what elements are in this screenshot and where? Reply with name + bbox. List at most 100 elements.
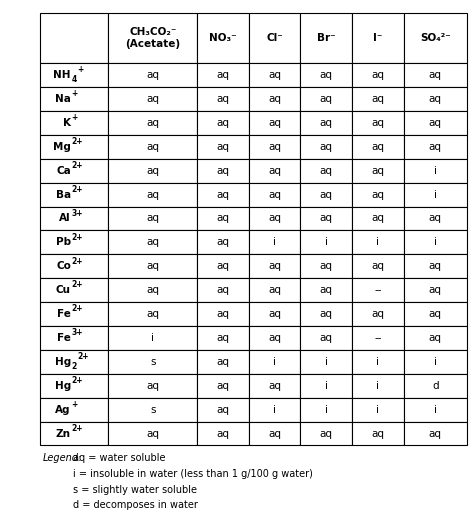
Bar	[352, 183, 403, 206]
Bar	[249, 230, 301, 254]
Text: aq: aq	[268, 261, 281, 271]
Text: i: i	[325, 405, 328, 415]
Text: i: i	[434, 190, 437, 200]
Bar	[108, 398, 197, 421]
Bar	[249, 326, 301, 350]
Bar	[352, 13, 403, 63]
Text: aq: aq	[146, 166, 159, 176]
Text: Pb: Pb	[56, 238, 71, 247]
Text: aq = water soluble: aq = water soluble	[73, 453, 166, 463]
Text: aq: aq	[146, 70, 159, 80]
Bar	[403, 398, 467, 421]
Text: i: i	[376, 238, 379, 247]
Text: aq: aq	[217, 238, 229, 247]
Text: Hg: Hg	[55, 381, 71, 391]
Text: --: --	[374, 333, 382, 343]
Text: +: +	[77, 66, 83, 75]
Bar	[40, 326, 108, 350]
Text: Mg: Mg	[53, 142, 71, 152]
Text: aq: aq	[320, 142, 333, 152]
Bar	[352, 206, 403, 230]
Text: Cu: Cu	[56, 285, 71, 295]
Text: aq: aq	[429, 261, 442, 271]
Bar	[301, 135, 352, 159]
Text: 2: 2	[72, 362, 77, 370]
Text: +: +	[72, 89, 78, 98]
Bar	[352, 350, 403, 374]
Bar	[108, 254, 197, 278]
Text: i: i	[273, 357, 276, 367]
Bar	[403, 254, 467, 278]
Bar	[301, 302, 352, 326]
Text: aq: aq	[217, 261, 229, 271]
Text: I⁻: I⁻	[373, 33, 383, 43]
Text: d: d	[432, 381, 438, 391]
Text: i: i	[434, 357, 437, 367]
Text: Al: Al	[59, 214, 71, 224]
Bar	[40, 13, 108, 63]
Bar	[40, 206, 108, 230]
Text: Co: Co	[56, 261, 71, 271]
Text: Ag: Ag	[55, 405, 71, 415]
Text: Legend:: Legend:	[43, 453, 82, 463]
Bar	[403, 278, 467, 302]
Bar	[352, 278, 403, 302]
Text: aq: aq	[429, 285, 442, 295]
Bar	[352, 111, 403, 135]
Text: aq: aq	[320, 70, 333, 80]
Text: aq: aq	[146, 261, 159, 271]
Bar	[249, 183, 301, 206]
Text: aq: aq	[217, 166, 229, 176]
Bar	[301, 374, 352, 398]
Text: 2+: 2+	[72, 304, 83, 313]
Bar	[40, 398, 108, 421]
Text: aq: aq	[371, 94, 384, 104]
Bar	[249, 63, 301, 87]
Bar	[108, 135, 197, 159]
Bar	[108, 350, 197, 374]
Text: Fe: Fe	[57, 333, 71, 343]
Text: aq: aq	[268, 381, 281, 391]
Text: aq: aq	[217, 142, 229, 152]
Text: Br⁻: Br⁻	[317, 33, 336, 43]
Text: aq: aq	[146, 118, 159, 128]
Text: 2+: 2+	[72, 137, 83, 146]
Bar	[40, 63, 108, 87]
Bar	[403, 135, 467, 159]
Text: i: i	[325, 238, 328, 247]
Text: i: i	[273, 238, 276, 247]
Bar	[301, 111, 352, 135]
Text: i: i	[434, 166, 437, 176]
Text: i: i	[376, 357, 379, 367]
Bar	[301, 398, 352, 421]
Text: 2+: 2+	[72, 185, 83, 194]
Bar	[352, 159, 403, 183]
Text: aq: aq	[371, 190, 384, 200]
Bar	[40, 421, 108, 445]
Text: aq: aq	[146, 381, 159, 391]
Text: aq: aq	[320, 166, 333, 176]
Bar	[403, 206, 467, 230]
Text: aq: aq	[268, 118, 281, 128]
Text: CH₃CO₂⁻
(Acetate): CH₃CO₂⁻ (Acetate)	[125, 27, 181, 49]
Text: aq: aq	[146, 190, 159, 200]
Bar	[403, 183, 467, 206]
Text: aq: aq	[268, 166, 281, 176]
Bar	[249, 302, 301, 326]
Text: i: i	[376, 405, 379, 415]
Bar	[249, 254, 301, 278]
Bar	[197, 374, 249, 398]
Text: aq: aq	[217, 381, 229, 391]
Bar	[301, 254, 352, 278]
Bar	[108, 183, 197, 206]
Bar	[249, 421, 301, 445]
Text: aq: aq	[429, 142, 442, 152]
Text: aq: aq	[429, 333, 442, 343]
Text: aq: aq	[371, 118, 384, 128]
Bar	[108, 421, 197, 445]
Bar	[352, 374, 403, 398]
Bar	[197, 350, 249, 374]
Text: aq: aq	[320, 94, 333, 104]
Bar	[108, 159, 197, 183]
Bar	[249, 159, 301, 183]
